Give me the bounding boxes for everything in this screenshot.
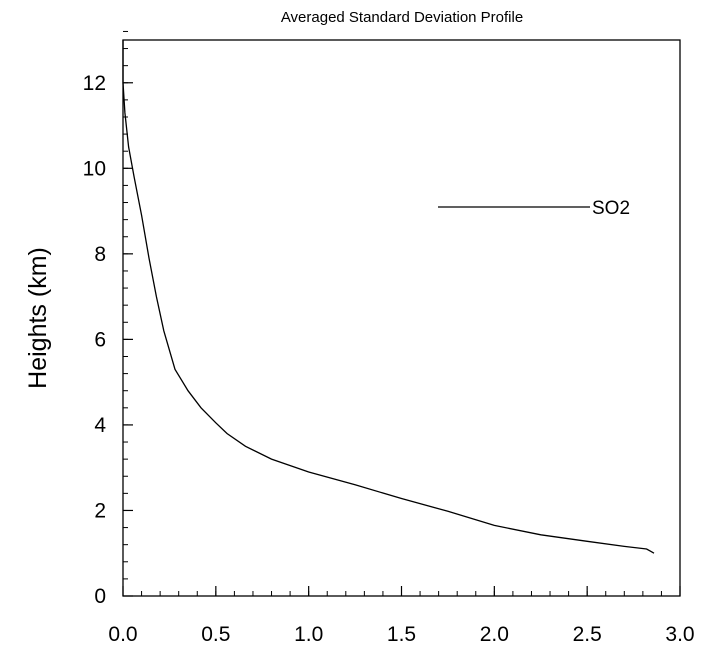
y-tick-label: 6: [94, 328, 106, 351]
plot-frame: [122, 39, 681, 597]
x-tick-label: 0.0: [108, 623, 137, 646]
y-tick-label: 0: [94, 585, 106, 608]
series-line-so2: [122, 40, 655, 554]
x-axis-tick-labels: 0.0 0.5 1.0 1.5 2.0 2.5 3.0: [108, 623, 694, 646]
x-tick-label: 0.5: [201, 623, 230, 646]
x-tick-label: 2.5: [573, 623, 602, 646]
legend: SO2: [438, 198, 630, 219]
x-tick-label: 2.0: [480, 623, 509, 646]
y-axis-label: Heights (km): [24, 247, 52, 389]
legend-label-so2: SO2: [592, 198, 630, 219]
y-tick-label: 8: [94, 243, 106, 266]
y-axis-tick-labels: 0 2 4 6 8 10 12: [83, 72, 107, 608]
y-tick-label: 12: [83, 72, 106, 95]
x-tick-label: 1.5: [387, 623, 416, 646]
y-axis-ticks: [123, 30, 133, 597]
x-axis-ticks: [122, 586, 681, 596]
y-tick-label: 2: [94, 499, 106, 522]
x-tick-label: 3.0: [665, 623, 694, 646]
y-tick-label: 4: [94, 414, 106, 437]
chart-title: Averaged Standard Deviation Profile: [281, 9, 523, 26]
y-tick-label: 10: [83, 157, 106, 180]
x-tick-label: 1.0: [294, 623, 323, 646]
